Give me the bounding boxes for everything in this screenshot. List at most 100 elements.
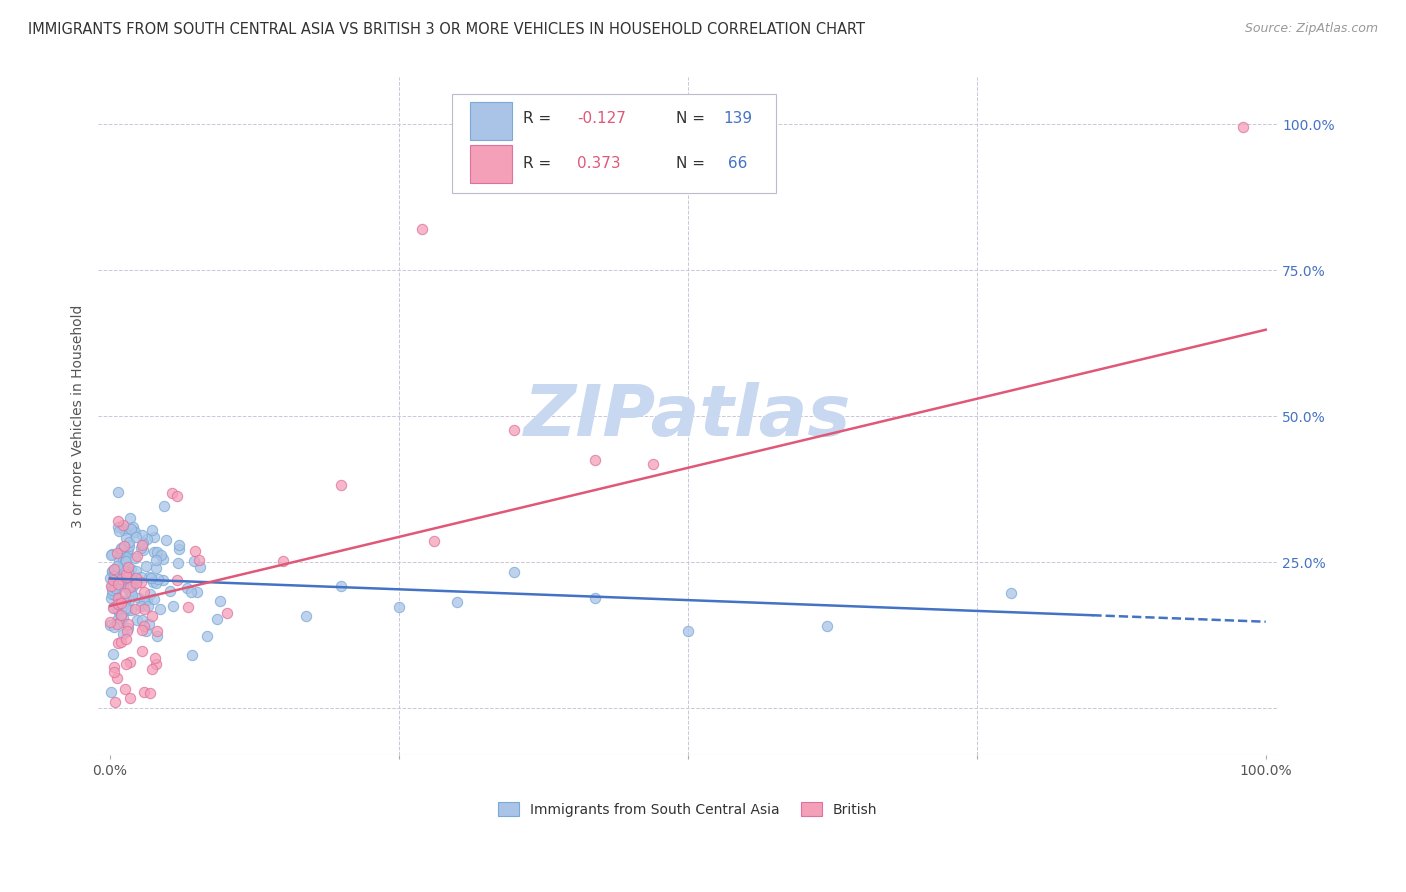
Point (125, 530, 148, 544)
Point (149, 548, 172, 562)
Point (125, 571, 148, 585)
Point (131, 613, 153, 627)
Point (503, 423, 526, 437)
Point (131, 528, 153, 542)
Point (132, 536, 155, 550)
Text: N =: N = (676, 112, 710, 127)
Point (152, 552, 174, 566)
Point (107, 520, 129, 534)
Point (124, 601, 146, 615)
Point (148, 572, 170, 586)
Text: -0.127: -0.127 (576, 112, 626, 127)
Point (135, 532, 157, 546)
Point (107, 577, 129, 591)
Point (142, 530, 165, 544)
Point (107, 484, 129, 499)
Point (121, 562, 143, 576)
Point (120, 585, 142, 599)
Point (112, 546, 135, 560)
Point (143, 591, 166, 606)
Point (117, 603, 139, 617)
Y-axis label: 3 or more Vehicles in Household: 3 or more Vehicles in Household (72, 304, 86, 528)
Point (159, 584, 181, 599)
Point (115, 566, 138, 581)
Point (180, 585, 202, 599)
Point (125, 575, 148, 590)
Point (98, 615, 121, 630)
Point (104, 569, 127, 583)
Point (181, 648, 204, 662)
Point (101, 601, 124, 615)
Point (114, 586, 136, 600)
Point (145, 657, 167, 671)
Point (209, 594, 232, 608)
Point (205, 612, 228, 626)
Point (134, 685, 156, 699)
Point (330, 477, 353, 491)
Point (110, 541, 132, 556)
Point (167, 556, 190, 570)
Point (117, 567, 139, 582)
Point (110, 634, 132, 648)
Point (118, 579, 141, 593)
Point (142, 575, 165, 590)
Point (141, 662, 163, 676)
Point (145, 561, 167, 575)
Point (388, 600, 411, 615)
Point (135, 624, 157, 639)
Point (108, 554, 131, 568)
Point (118, 592, 141, 607)
Point (111, 517, 134, 532)
Point (100, 582, 122, 597)
Point (120, 603, 142, 617)
Point (127, 549, 149, 563)
Point (118, 535, 141, 549)
Point (132, 619, 155, 633)
Point (112, 611, 135, 625)
Point (107, 581, 129, 595)
Point (162, 599, 184, 613)
Point (110, 594, 132, 608)
Point (103, 569, 125, 583)
Point (111, 560, 134, 574)
Point (215, 606, 238, 620)
Point (114, 554, 136, 568)
Point (105, 613, 128, 627)
Text: Source: ZipAtlas.com: Source: ZipAtlas.com (1244, 22, 1378, 36)
Point (117, 621, 139, 635)
Point (132, 585, 155, 599)
Point (145, 576, 167, 591)
Point (117, 624, 139, 638)
Point (129, 541, 152, 556)
Point (115, 550, 138, 565)
Point (129, 599, 152, 614)
Point (104, 587, 127, 601)
Point (141, 609, 163, 624)
Point (107, 514, 129, 528)
Point (330, 579, 353, 593)
Point (103, 587, 125, 601)
Point (176, 581, 198, 595)
Point (101, 586, 124, 600)
Point (101, 647, 124, 661)
Point (583, 453, 606, 467)
Point (100, 591, 122, 606)
Point (138, 570, 160, 584)
Point (112, 539, 135, 553)
Point (121, 589, 143, 603)
Point (121, 578, 143, 592)
FancyBboxPatch shape (470, 145, 512, 183)
Point (112, 523, 135, 537)
Point (115, 578, 138, 592)
Point (98, 618, 121, 632)
Point (121, 578, 143, 592)
Point (145, 651, 167, 665)
Point (411, 222, 433, 236)
Point (129, 570, 152, 584)
Point (195, 629, 218, 643)
Point (107, 598, 129, 612)
Point (105, 559, 128, 574)
Point (117, 565, 139, 579)
Point (186, 585, 208, 599)
Point (98, 571, 121, 585)
